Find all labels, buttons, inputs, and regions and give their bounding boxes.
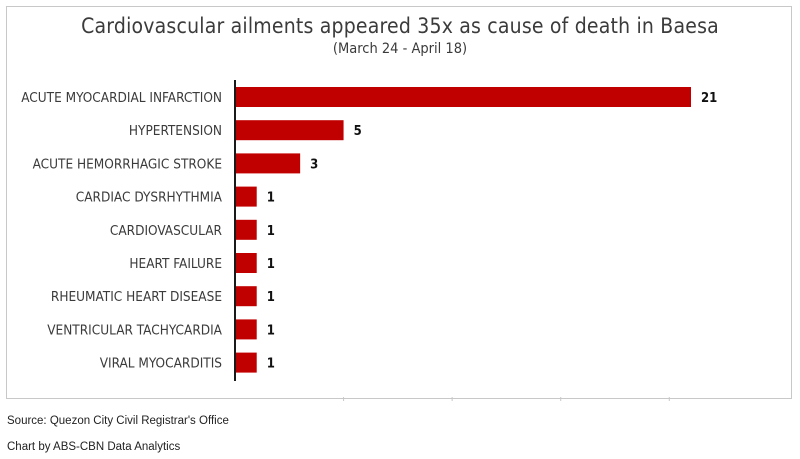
y-tick-label: VENTRICULAR TACHYCARDIA: [47, 322, 222, 338]
credit-note: Chart by ABS-CBN Data Analytics: [7, 441, 181, 453]
chart-title: Cardiovascular ailments appeared 35x as …: [81, 14, 719, 38]
y-tick-label: VIRAL MYOCARDITIS: [100, 356, 223, 372]
y-tick-label: CARDIOVASCULAR: [110, 223, 223, 239]
chart-frame: [6, 6, 792, 399]
data-label: 1: [267, 191, 275, 206]
data-label: 1: [267, 224, 275, 239]
data-label: 21: [701, 91, 717, 106]
bar: [235, 120, 344, 141]
data-label: 5: [354, 124, 362, 139]
bar: [235, 286, 257, 307]
source-note: Source: Quezon City Civil Registrar's Of…: [7, 415, 229, 427]
bar: [235, 319, 257, 340]
data-label: 1: [267, 257, 275, 272]
y-tick-label: HYPERTENSION: [129, 123, 222, 139]
y-tick-label: RHEUMATIC HEART DISEASE: [51, 289, 222, 305]
data-label: 1: [267, 323, 275, 338]
y-tick-label: ACUTE MYOCARDIAL INFARCTION: [21, 90, 222, 106]
bar: [235, 87, 691, 107]
chart-subtitle: (March 24 - April 18): [332, 41, 468, 57]
y-tick-label: HEART FAILURE: [129, 256, 222, 272]
bar: [235, 352, 257, 373]
data-label: 3: [310, 157, 318, 172]
data-label: 1: [267, 290, 275, 305]
bar: [235, 186, 257, 207]
bar: [235, 253, 257, 273]
data-label: 1: [267, 357, 275, 372]
bar: [235, 219, 257, 240]
y-tick-label: ACUTE HEMORRHAGIC STROKE: [33, 156, 222, 172]
y-tick-label: CARDIAC DYSRHYTHMIA: [76, 190, 223, 206]
bar: [235, 153, 301, 174]
